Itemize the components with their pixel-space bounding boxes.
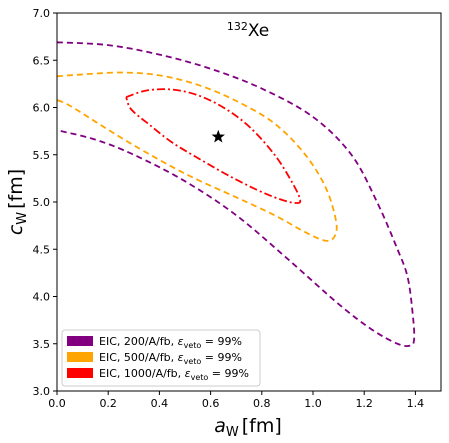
x-axis-unit: [fm] [242,415,282,437]
y-tick-label: 6.0 [33,102,51,115]
y-axis-subscript: W [15,212,30,225]
legend-swatch [67,368,93,378]
contour-layer [56,41,416,347]
x-tick-label: 0.4 [151,397,169,410]
y-tick-label: 4.5 [33,243,51,256]
y-axis-symbol: c [5,224,27,235]
x-axis-title: aW [fm] [214,415,282,440]
x-axis-ticks: 0.0 0.2 0.4 0.6 0.8 1.0 1.2 1.4 [48,391,424,410]
y-tick-label: 3.5 [33,338,51,351]
legend-entry-label: EIC, 500/A/fb, εveto = 99% [99,351,242,366]
legend-swatch [67,336,93,346]
legend-entries: EIC, 200/A/fb, εveto = 99%EIC, 500/A/fb,… [67,335,249,382]
best-fit-layer [211,129,225,143]
contour-line-3 [125,88,302,204]
best-fit-star [211,129,225,143]
contour-line-1 [56,41,416,347]
legend-swatch [67,352,93,362]
y-axis-unit: [fm] [5,169,27,209]
y-tick-label: 6.5 [33,54,51,67]
x-axis-symbol: a [214,415,226,437]
legend: EIC, 200/A/fb, εveto = 99%EIC, 500/A/fb,… [61,329,261,387]
legend-entry-label: EIC, 1000/A/fb, εveto = 99% [99,367,249,382]
x-tick-label: 0.6 [202,397,220,410]
y-axis-ticks: 3.0 3.5 4.0 4.5 5.0 5.5 6.0 6.5 7.0 [33,7,57,398]
x-tick-label: 1.4 [407,397,425,410]
y-tick-label: 3.0 [33,385,51,398]
y-tick-label: 5.0 [33,196,51,209]
x-tick-label: 1.0 [304,397,322,410]
annotation-element: Xe [248,21,269,41]
y-tick-label: 5.5 [33,149,51,162]
x-tick-label: 0.2 [99,397,117,410]
x-tick-label: 0.8 [253,397,271,410]
legend-box [61,329,261,387]
x-axis-subscript: W [226,425,239,440]
annotation-mass-number: 132 [227,20,248,33]
legend-entry-label: EIC, 200/A/fb, εveto = 99% [99,335,242,350]
nucleus-annotation: 132Xe [227,20,269,42]
x-tick-label: 1.2 [355,397,373,410]
y-tick-label: 4.0 [33,291,51,304]
y-tick-label: 7.0 [33,7,51,20]
x-tick-label: 0.0 [48,397,66,410]
y-axis-title: cW [fm] [5,169,30,235]
contour-line-2 [56,71,338,242]
